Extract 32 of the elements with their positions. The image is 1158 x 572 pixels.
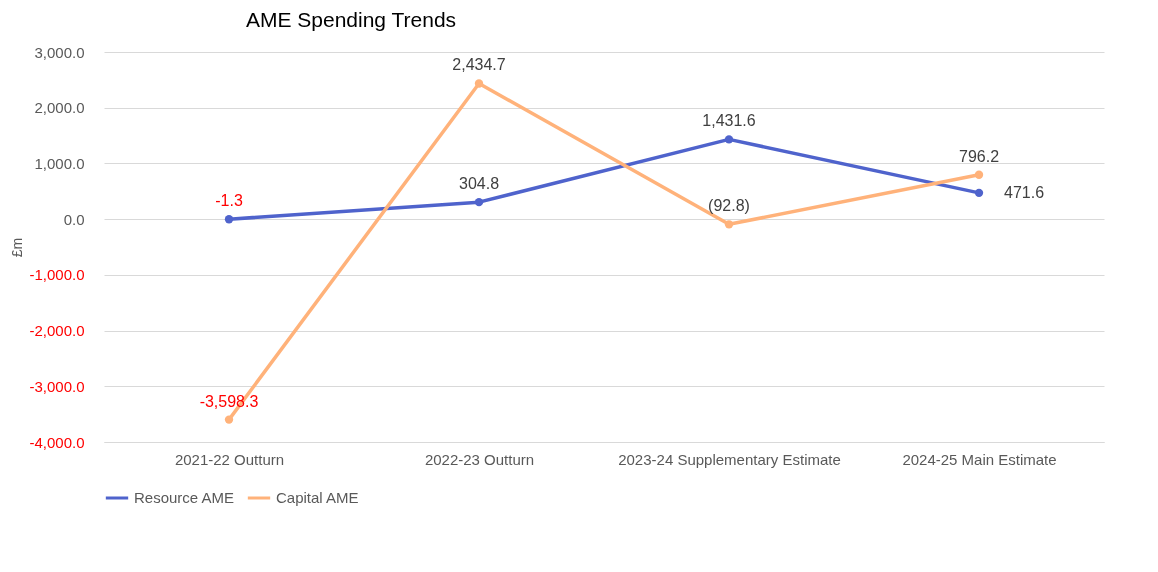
legend-label: Resource AME [134, 489, 235, 506]
data-label: 2,434.7 [452, 56, 506, 74]
point [974, 170, 984, 179]
point [974, 188, 984, 198]
y-tick-label: -2,000.0 [29, 322, 85, 340]
data-label: -1.3 [215, 192, 243, 210]
y-tick-label: 3,000.0 [34, 43, 85, 61]
point [224, 215, 234, 224]
data-label: 796.2 [958, 147, 1000, 165]
x-tick-label: 2024-25 Main Estimate [902, 450, 1057, 468]
x-tick-label: 2023-24 Supplementary Estimate [618, 450, 841, 468]
point [474, 79, 484, 88]
legend-label: Capital AME [276, 489, 359, 506]
data-label: 304.8 [458, 175, 500, 193]
point [474, 197, 484, 207]
point [724, 135, 734, 144]
point [724, 220, 734, 229]
data-label: -3,598.3 [199, 392, 259, 410]
x-tick-label: 2021-22 Outturn [174, 450, 285, 468]
y-tick-label: 1,000.0 [34, 154, 85, 172]
y-tick-label: 2,000.0 [34, 99, 85, 117]
y-axis-title: £m [9, 237, 26, 258]
chart-title: AME Spending Trends [245, 8, 457, 31]
y-tick-label: -4,000.0 [29, 433, 85, 451]
y-tick-label: -1,000.0 [29, 266, 85, 284]
data-label: 471.6 [1003, 183, 1045, 201]
data-label: 1,431.6 [702, 112, 756, 130]
x-tick-label: 2022-23 Outturn [424, 450, 535, 468]
y-tick-label: -3,000.0 [29, 377, 85, 395]
data-label: (92.8) [708, 197, 750, 215]
point [224, 415, 234, 424]
y-tick-label: 0.0 [63, 210, 85, 228]
